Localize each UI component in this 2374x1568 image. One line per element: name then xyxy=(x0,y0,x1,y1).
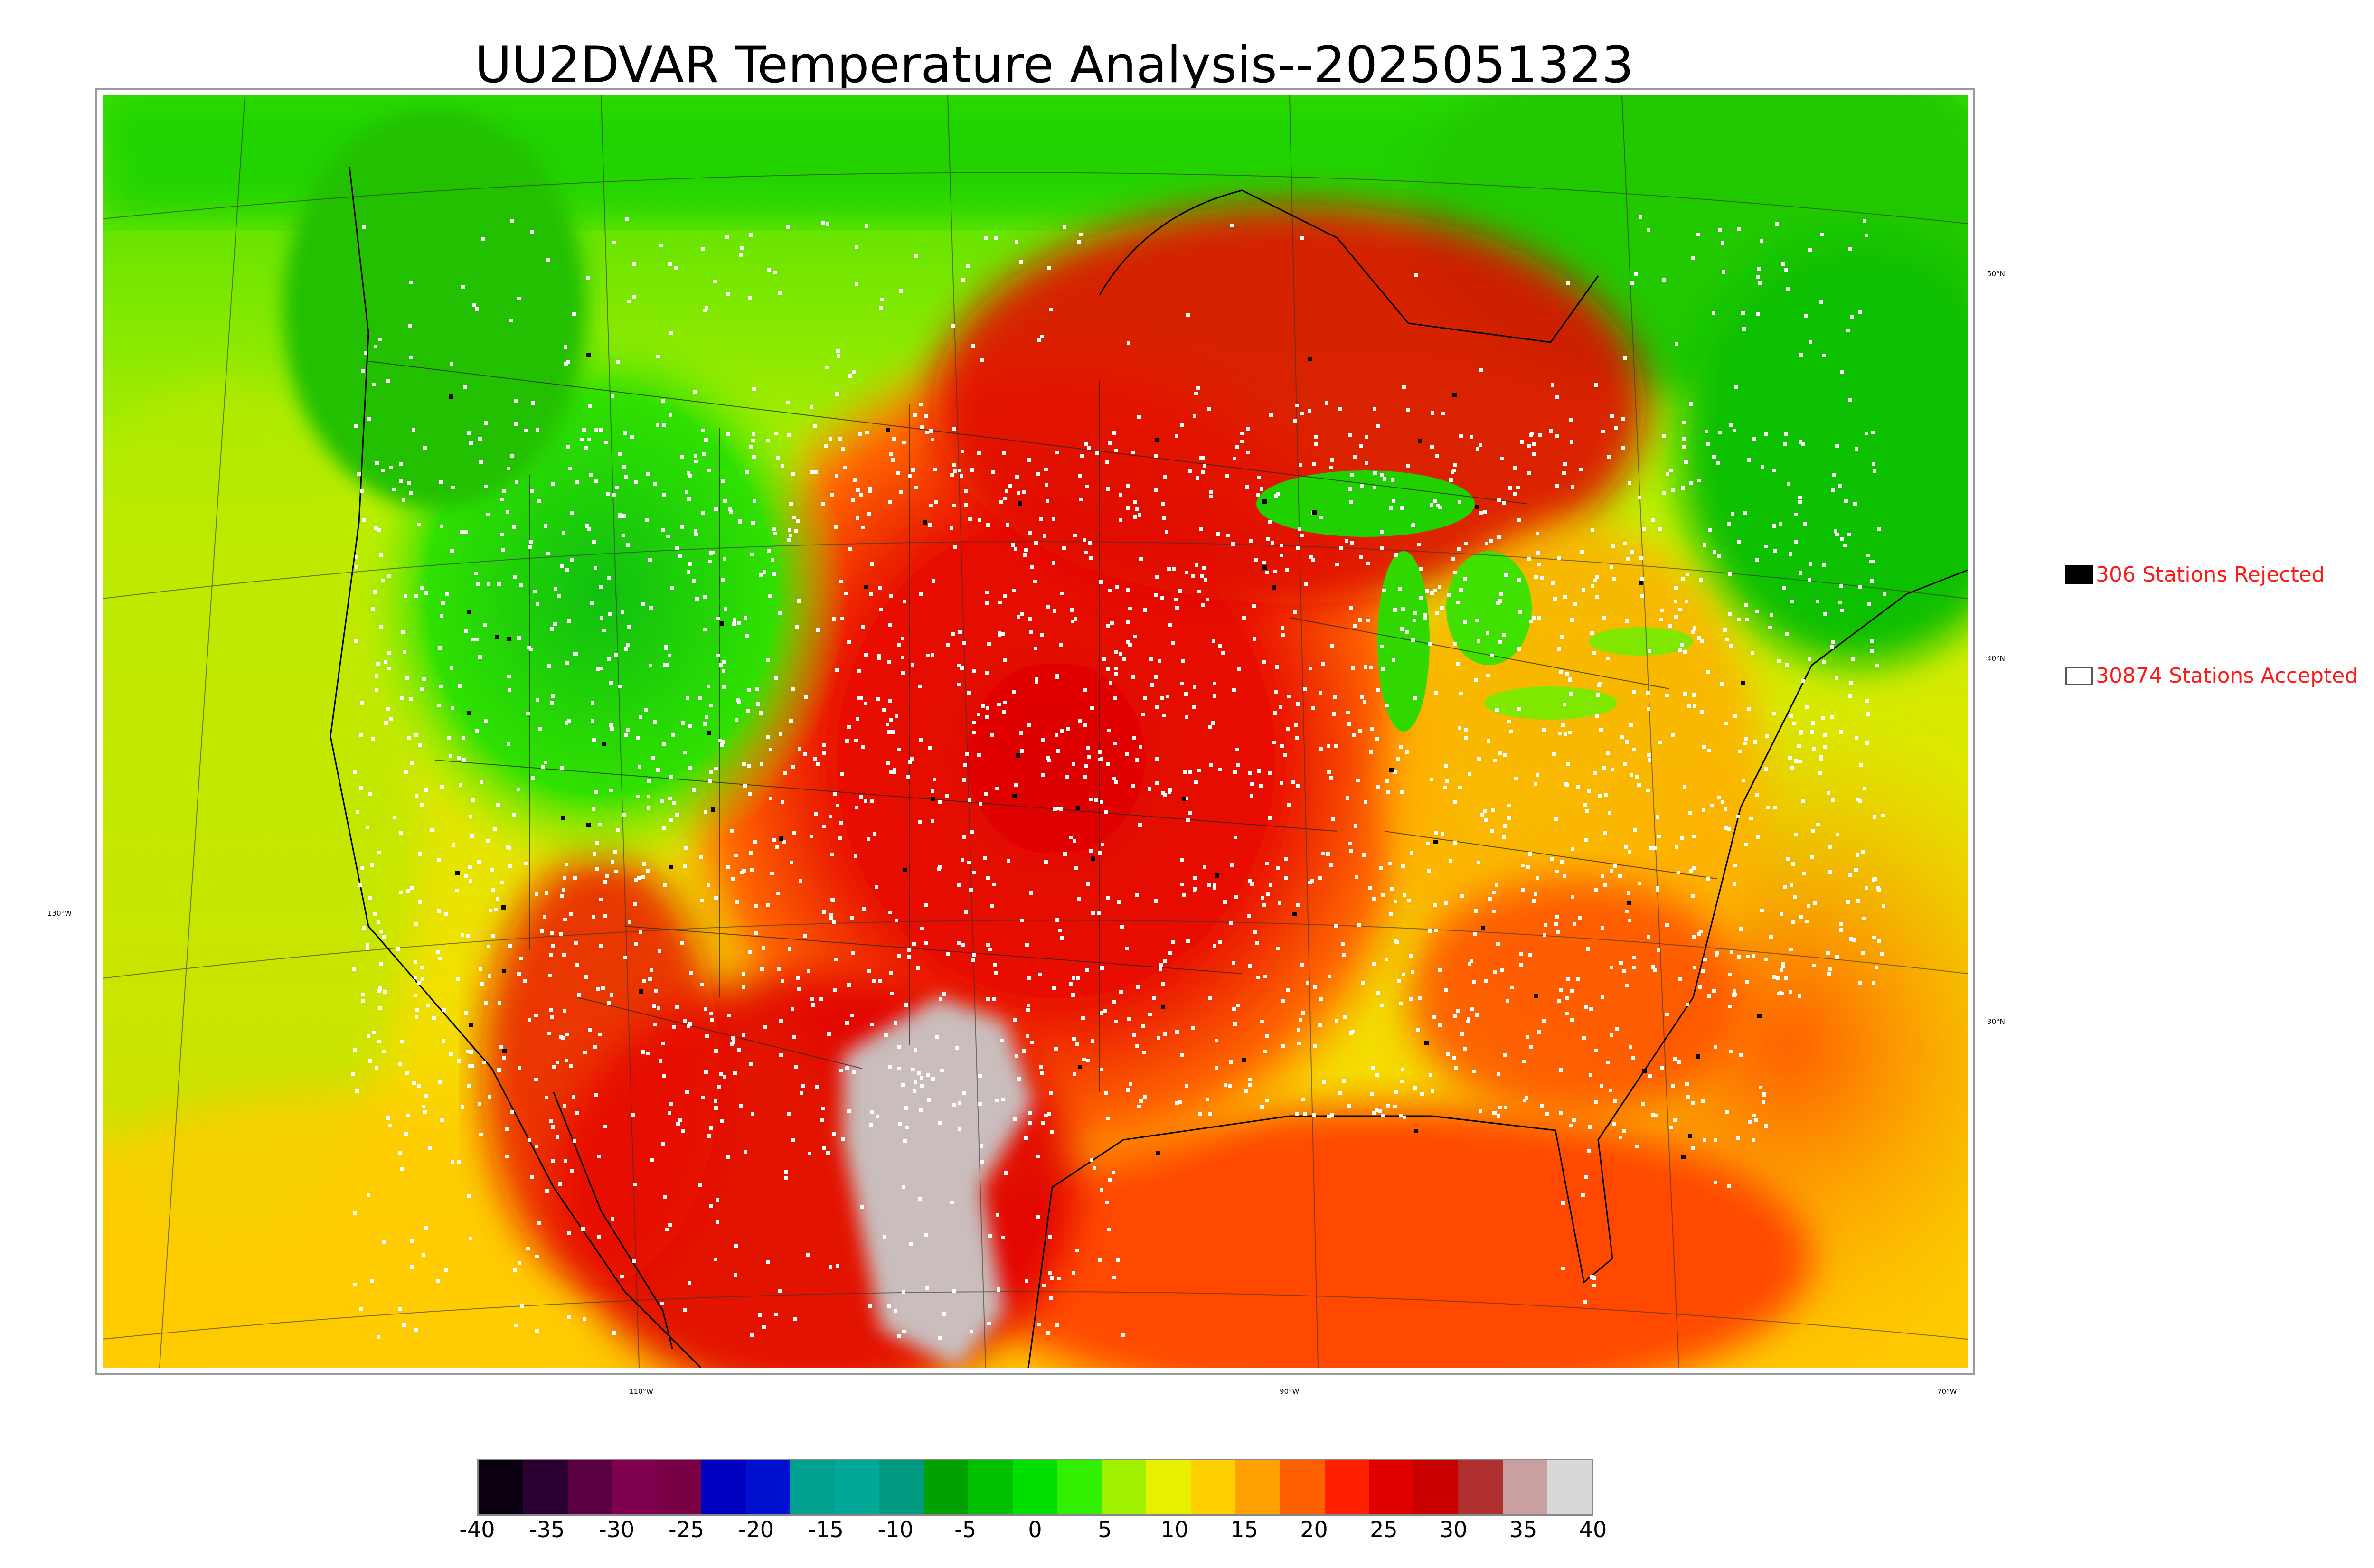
colorbar-tick-label: -20 xyxy=(738,1517,774,1542)
graticule xyxy=(103,95,1968,1368)
colorbar-segment xyxy=(1191,1460,1236,1514)
southeast-field xyxy=(1408,879,1741,1116)
colorbar-segment xyxy=(1413,1460,1458,1514)
lake-superior xyxy=(1256,470,1475,537)
colorbar-segment xyxy=(1324,1460,1369,1514)
colorbar-segment xyxy=(790,1460,835,1514)
lat-label-30n: 30°N xyxy=(1987,1017,2005,1026)
colorbar-tick-label: -35 xyxy=(529,1517,565,1542)
legend-rejected: 306 Stations Rejected xyxy=(2065,563,2325,587)
colorbar-tick-label: 15 xyxy=(1230,1517,1258,1542)
colorbar-tick-label: 0 xyxy=(1028,1517,1042,1542)
colorbar-segment xyxy=(567,1460,612,1514)
colorbar-segment xyxy=(923,1460,969,1514)
colorbar-tick-label: 10 xyxy=(1160,1517,1189,1542)
lon-label-90w: 90°W xyxy=(1280,1387,1300,1396)
lake-michigan xyxy=(1377,551,1430,732)
colorbar-tick-label: 25 xyxy=(1370,1517,1398,1542)
colorbar-segment xyxy=(479,1460,523,1514)
colorbar-segment xyxy=(612,1460,657,1514)
colorbar-segment xyxy=(1280,1460,1325,1514)
colorbar-tick-label: 30 xyxy=(1439,1517,1468,1542)
lat-label-40n: 40°N xyxy=(1987,654,2005,663)
rejected-swatch xyxy=(2065,565,2093,584)
lon-label-70w: 70°W xyxy=(1937,1387,1957,1396)
colorbar-segment xyxy=(1235,1460,1280,1514)
colorbar-segment xyxy=(1102,1460,1147,1514)
labrador-cool-area xyxy=(1679,238,1968,665)
pacific-ocean-field xyxy=(103,380,421,1235)
colorbar-segment xyxy=(1547,1460,1592,1514)
page-title: UU2DVAR Temperature Analysis--2025051323 xyxy=(475,36,1634,94)
colorbar-tick-label: -40 xyxy=(459,1517,495,1542)
canadian-rockies-cool-area xyxy=(283,110,587,508)
lon-label-110w: 110°W xyxy=(629,1387,653,1396)
accepted-label: 30874 Stations Accepted xyxy=(2096,664,2358,688)
map-panel[interactable] xyxy=(95,88,1975,1375)
lat-label-50n: 50°N xyxy=(1987,270,2005,278)
colorbar-segment xyxy=(701,1460,746,1514)
colorbar-segment xyxy=(1146,1460,1191,1514)
colorbar-tick-label: -5 xyxy=(954,1517,977,1542)
colorbar-segment xyxy=(1013,1460,1057,1514)
legend-accepted: 30874 Stations Accepted xyxy=(2065,664,2358,688)
lake-ontario xyxy=(1589,627,1693,656)
lake-huron xyxy=(1446,551,1532,665)
colorbar-segment xyxy=(968,1460,1013,1514)
colorbar-ticks: -40 -35 -30 -25 -20 -15 -10 -5 0 5 10 15 20 25 30 35 40 xyxy=(459,1517,1607,1545)
colorbar-tick-label: 40 xyxy=(1579,1517,1607,1542)
colorbar-segment xyxy=(523,1460,568,1514)
colorbar-segment xyxy=(657,1460,701,1514)
colorbar-segment xyxy=(745,1460,791,1514)
colorbar-tick-label: 5 xyxy=(1098,1517,1112,1542)
accepted-station-markers xyxy=(351,215,1886,1340)
colorbar-segment xyxy=(835,1460,879,1514)
colorbar-tick-label: 20 xyxy=(1300,1517,1328,1542)
colorbar-segment xyxy=(1458,1460,1503,1514)
colorbar-tick-label: -15 xyxy=(808,1517,844,1542)
colorbar-tick-label: -10 xyxy=(877,1517,914,1542)
coastlines xyxy=(330,166,1968,1368)
lake-erie xyxy=(1484,686,1617,720)
lon-label-130w: 130°W xyxy=(47,909,72,918)
rejected-label: 306 Stations Rejected xyxy=(2096,563,2325,587)
temperature-colorbar xyxy=(477,1459,1593,1516)
temperature-map[interactable] xyxy=(103,95,1968,1368)
colorbar-segment xyxy=(879,1460,924,1514)
colorbar-segment xyxy=(1057,1460,1102,1514)
accepted-swatch xyxy=(2065,666,2093,685)
rejected-station-markers xyxy=(449,353,1762,1159)
mexican-plateau-grey-area xyxy=(843,997,1033,1368)
colorbar-segment xyxy=(1369,1460,1414,1514)
colorbar-tick-label: -25 xyxy=(669,1517,705,1542)
colorbar-tick-label: -30 xyxy=(599,1517,635,1542)
colorbar-segment xyxy=(1502,1460,1547,1514)
state-borders xyxy=(368,361,1717,1092)
colorbar-tick-label: 35 xyxy=(1509,1517,1537,1542)
baja-heat xyxy=(482,855,720,1282)
